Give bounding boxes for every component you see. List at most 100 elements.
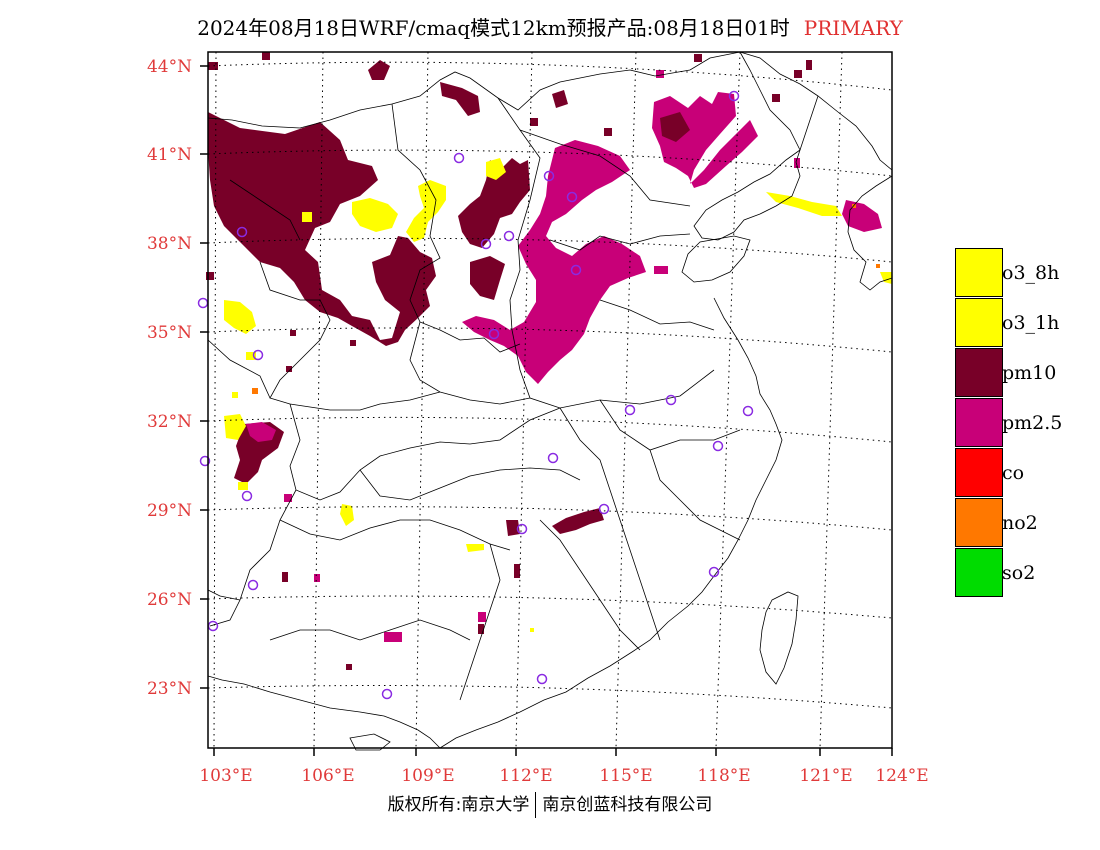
o3-area-sichuan — [224, 414, 246, 440]
station-marker-icon — [742, 405, 754, 417]
lon-label: 106°E — [301, 766, 354, 786]
station-marker-icon — [480, 238, 492, 250]
station-marker-icon — [488, 328, 500, 340]
pm10-area-south — [552, 508, 604, 534]
latitude-labels: 44°N 41°N 38°N 35°N 32°N 29°N 26°N 23°N — [147, 57, 192, 699]
copyright-right: 南京创蓝科技有限公司 — [542, 795, 713, 815]
lon-label: 118°E — [697, 766, 750, 786]
station-marker-icon — [252, 349, 264, 361]
map-title: 2024年08月18日WRF/cmaq模式12km预报产品:08月18日01时 P… — [0, 12, 1100, 41]
lon-label: 124°E — [875, 766, 928, 786]
station-marker-icon — [241, 490, 253, 502]
coast-east — [439, 297, 783, 749]
coast-shandong — [681, 235, 751, 283]
station-marker-icon — [453, 152, 465, 164]
map-frame — [207, 51, 893, 749]
station-marker-icon — [547, 452, 559, 464]
lat-label: 26°N — [147, 590, 192, 610]
pm10-area-north-1 — [440, 82, 480, 116]
station-marker-icon — [712, 440, 724, 452]
copyright-left: 版权所有:南京大学 — [387, 795, 530, 815]
legend-label: o3_8h — [1002, 262, 1060, 284]
title-text: 2024年08月18日WRF/cmaq模式12km预报产品:08月18日01时 — [197, 16, 790, 40]
taiwan-island — [759, 591, 799, 685]
lat-label: 32°N — [147, 412, 192, 432]
pm10-area-central — [470, 256, 505, 300]
coast-northeast — [847, 175, 893, 291]
station-marker-icon — [207, 620, 219, 632]
legend-swatch — [955, 348, 1003, 397]
coast-south — [207, 675, 441, 749]
o3-area-guangxi — [466, 544, 484, 552]
legend-item-o3-8h: o3_8h — [955, 248, 1095, 298]
legend-swatch — [955, 398, 1003, 447]
legend-swatch — [955, 448, 1003, 497]
copyright: 版权所有:南京大学 南京创蓝科技有限公司 — [0, 790, 1100, 818]
pm10-area-northwest — [208, 112, 436, 346]
lat-label: 35°N — [147, 323, 192, 343]
pm10-area-south-small — [506, 520, 520, 536]
boundaries — [207, 51, 893, 751]
lon-label: 121°E — [799, 766, 852, 786]
lat-label: 29°N — [147, 501, 192, 521]
o3-area-gansu — [224, 300, 256, 334]
legend-item-pm10: pm10 — [955, 348, 1095, 398]
border-north — [207, 51, 893, 171]
station-marker-icon — [665, 394, 677, 406]
longitude-labels: 103°E 106°E 109°E 112°E 115°E 118°E 121°… — [199, 766, 928, 786]
pm25-area-sichuan — [246, 422, 276, 442]
legend-item-o3-1h: o3_1h — [955, 298, 1095, 348]
o3-area-edge — [880, 272, 892, 284]
lon-label: 103°E — [199, 766, 252, 786]
station-marker-icon — [516, 523, 528, 535]
legend-label: pm10 — [1002, 362, 1057, 384]
legend-swatch — [955, 248, 1003, 297]
legend-label: pm2.5 — [1002, 412, 1063, 434]
station-marker-icon — [197, 297, 209, 309]
o3-area-inner-mongolia — [352, 198, 398, 232]
legend-item-so2: so2 — [955, 548, 1095, 598]
pm25-area-east — [842, 200, 882, 232]
station-marker-icon — [543, 170, 555, 182]
lon-label: 112°E — [499, 766, 552, 786]
station-marker-icon — [536, 673, 548, 685]
legend-label: co — [1002, 462, 1025, 484]
legend: o3_8h o3_1h pm10 pm2.5 co no2 so2 — [955, 248, 1095, 598]
axis-ticks — [200, 65, 893, 756]
graticule — [207, 51, 893, 749]
o3-area-guizhou — [340, 504, 354, 526]
o3-area-ordos — [406, 180, 446, 242]
lat-label: 44°N — [147, 57, 192, 77]
station-marker-icon — [566, 191, 578, 203]
legend-label: no2 — [1002, 512, 1038, 534]
lat-label: 23°N — [147, 679, 192, 699]
lat-label: 38°N — [147, 234, 192, 254]
station-marker-icon — [624, 404, 636, 416]
lon-label: 115°E — [599, 766, 652, 786]
station-marker-icon — [728, 90, 740, 102]
title-tag: PRIMARY — [803, 16, 903, 40]
legend-label: o3_1h — [1002, 312, 1060, 334]
legend-swatch — [955, 548, 1003, 597]
legend-item-no2: no2 — [955, 498, 1095, 548]
pm10-area-northeast — [660, 112, 690, 142]
legend-swatch — [955, 298, 1003, 347]
station-marker-icon — [570, 264, 582, 276]
station-marker-icon — [598, 503, 610, 515]
lon-label: 109°E — [401, 766, 454, 786]
pm10-area-shanxi — [458, 158, 530, 248]
copyright-divider — [535, 792, 537, 818]
station-marker-icon — [247, 579, 259, 591]
scattered-cells — [206, 52, 880, 670]
station-marker-icon — [236, 226, 248, 238]
legend-swatch — [955, 498, 1003, 547]
legend-item-co: co — [955, 448, 1095, 498]
pm25-area-northeast — [652, 92, 758, 188]
station-marker-icon — [708, 566, 720, 578]
station-marker-icon — [381, 688, 393, 700]
pm10-area-north-2 — [368, 60, 390, 80]
pollutant-areas — [206, 52, 892, 670]
station-marker-icon — [199, 455, 211, 467]
legend-item-pm25: pm2.5 — [955, 398, 1095, 448]
